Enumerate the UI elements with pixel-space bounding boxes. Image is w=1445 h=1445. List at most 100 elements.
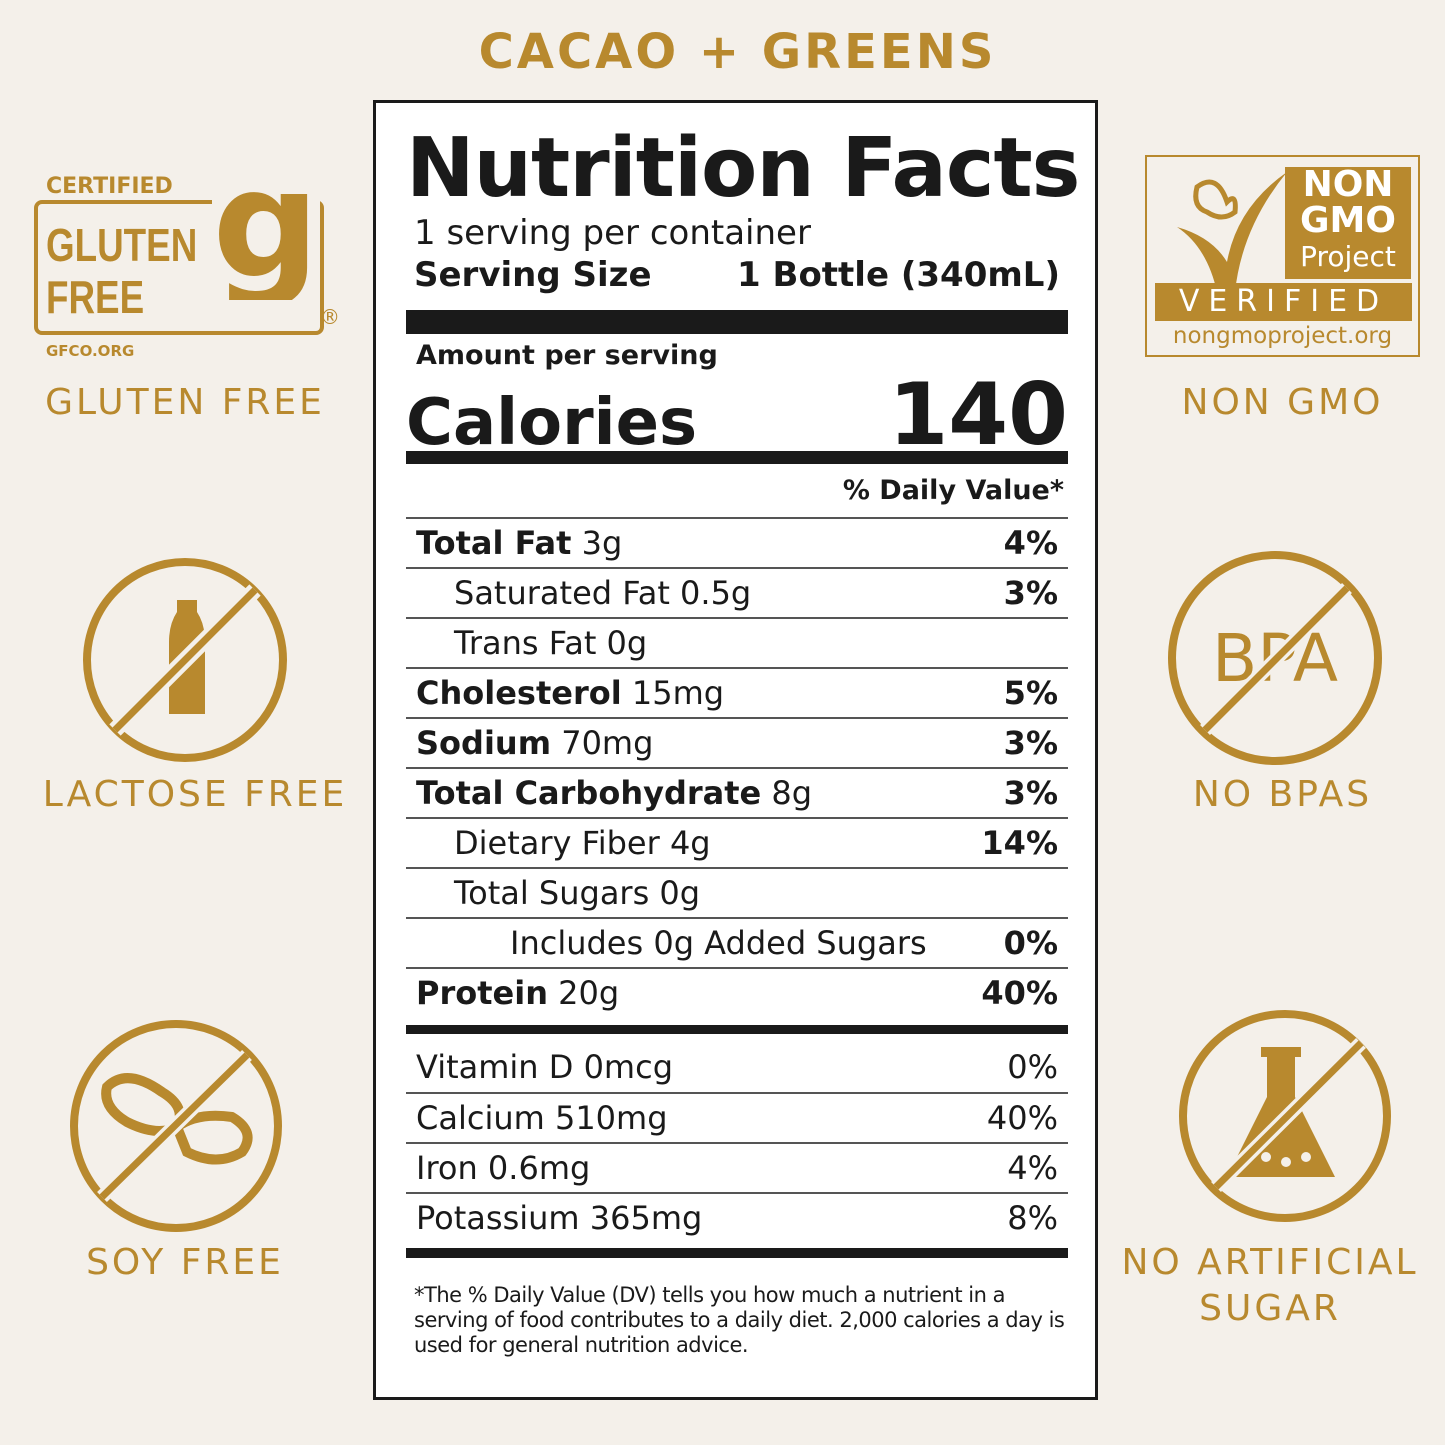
g-icon: g: [212, 160, 320, 300]
divider-thick: [406, 310, 1068, 334]
vitamin-name: Potassium 365mg: [416, 1199, 703, 1237]
nutrient-daily-value: 3%: [1003, 724, 1058, 762]
logo-text: GLUTEN: [46, 219, 198, 271]
logo-text: nongmoproject.org: [1172, 323, 1393, 349]
vitamin-name: Calcium 510mg: [416, 1099, 668, 1137]
nutrient-name: Sodium 70mg: [416, 724, 653, 762]
nutrient-name: Includes 0g Added Sugars: [416, 924, 927, 962]
nutrient-name: Total Fat 3g: [416, 524, 622, 562]
logo-text: Project: [1300, 240, 1396, 273]
nutrient-row: Total Sugars 0g: [406, 867, 1068, 917]
logo-text: FREE: [46, 271, 145, 323]
nutrient-amount: 8g: [771, 774, 813, 812]
vitamin-row: Calcium 510mg 40%: [406, 1092, 1068, 1142]
vitamin-name: Iron 0.6mg: [416, 1149, 591, 1187]
nutrient-daily-value: 5%: [1003, 674, 1058, 712]
vitamin-daily-value: 8%: [1007, 1199, 1058, 1237]
serving-size-label: Serving Size: [414, 255, 652, 295]
nutrient-row: Total Fat 3g 4%: [406, 517, 1068, 567]
no-artificial-sugar-flask-icon: [1179, 1010, 1391, 1222]
amount-per-serving: Amount per serving: [416, 340, 718, 371]
daily-value-header: % Daily Value*: [842, 475, 1064, 506]
calories-row: Calories 140: [406, 365, 1068, 465]
logo-text: VERIFIED: [1155, 283, 1412, 321]
nutrient-row: Cholesterol 15mg 5%: [406, 667, 1068, 717]
vitamin-daily-value: 4%: [1007, 1149, 1058, 1187]
vitamin-row: Vitamin D 0mcg 0%: [406, 1042, 1068, 1092]
divider-medium: [406, 451, 1068, 464]
non-gmo-logo: NON GMO Project VERIFIED nongmoproject.o…: [1145, 155, 1420, 357]
non-gmo-label: NON GMO: [1181, 382, 1384, 423]
nutrient-label: Trans Fat 0g: [454, 624, 648, 662]
nutrition-facts-label: Nutrition Facts 1 serving per container …: [373, 100, 1098, 1400]
gluten-free-logo: CERTIFIED GLUTEN FREE g ® GFCO.ORG: [30, 160, 340, 360]
soy-free-label: SOY FREE: [86, 1242, 284, 1283]
label-line: SUGAR: [1199, 1288, 1341, 1329]
nutrient-row: Sodium 70mg 3%: [406, 717, 1068, 767]
serving-size-value: 1 Bottle (340mL): [737, 255, 1060, 295]
nutrient-name: Trans Fat 0g: [416, 624, 647, 662]
logo-text: CERTIFIED: [46, 174, 173, 199]
nutrient-label: Cholesterol: [416, 674, 622, 712]
non-gmo-box: NON GMO Project: [1285, 167, 1411, 279]
no-dairy-bottle-icon: [83, 558, 287, 762]
logo-text: GMO: [1300, 200, 1396, 241]
nutrient-row: Protein 20g 40%: [406, 967, 1068, 1017]
nutrient-row: Total Carbohydrate 8g 3%: [406, 767, 1068, 817]
no-artificial-sugar-label: NO ARTIFICIAL SUGAR: [1115, 1240, 1425, 1332]
vitamin-row: Potassium 365mg 8%: [406, 1192, 1068, 1242]
nutrient-label: Saturated Fat 0.5g: [454, 574, 752, 612]
nutrient-name: Dietary Fiber 4g: [416, 824, 711, 862]
no-soy-bean-icon: [70, 1020, 282, 1232]
nutrient-row: Dietary Fiber 4g 14%: [406, 817, 1068, 867]
vitamin-daily-value: 0%: [1007, 1048, 1058, 1086]
nutrient-name: Saturated Fat 0.5g: [416, 574, 751, 612]
lactose-free-label: LACTOSE FREE: [42, 774, 348, 815]
nutrient-daily-value: 4%: [1003, 524, 1058, 562]
logo-frame: [34, 200, 324, 335]
butterfly-sprout-icon: [1177, 172, 1287, 292]
nutrient-name: Total Sugars 0g: [416, 874, 700, 912]
nutrient-label: Protein: [416, 974, 548, 1012]
nutrition-facts-heading: Nutrition Facts: [406, 121, 1080, 216]
vitamin-name: Vitamin D 0mcg: [416, 1048, 673, 1086]
nutrient-daily-value: 3%: [1003, 774, 1058, 812]
nutrient-amount: 70mg: [561, 724, 654, 762]
registered-icon: ®: [320, 305, 340, 329]
nutrient-daily-value: 0%: [1003, 924, 1058, 962]
nutrient-name: Total Carbohydrate 8g: [416, 774, 812, 812]
nutrient-daily-value: 3%: [1003, 574, 1058, 612]
vitamin-daily-value: 40%: [986, 1099, 1058, 1137]
no-bpas-label: NO BPAS: [1192, 774, 1373, 815]
serving-size: Serving Size 1 Bottle (340mL): [406, 255, 1068, 295]
gluten-free-label: GLUTEN FREE: [45, 382, 325, 423]
logo-text: NON: [1302, 164, 1394, 205]
nutrient-label: Total Sugars 0g: [454, 874, 701, 912]
logo-text: GFCO.ORG: [46, 342, 135, 360]
nutrient-label: Includes 0g Added Sugars: [510, 924, 927, 962]
calories-value: 140: [888, 365, 1068, 465]
nutrient-label: Dietary Fiber 4g: [454, 824, 711, 862]
nutrient-amount: 3g: [581, 524, 623, 562]
nutrient-amount: 15mg: [631, 674, 725, 712]
divider-medium: [406, 1248, 1068, 1258]
nutrient-row: Saturated Fat 0.5g 3%: [406, 567, 1068, 617]
nutrient-row: Trans Fat 0g: [406, 617, 1068, 667]
nutrient-daily-value: 14%: [981, 824, 1058, 862]
divider-medium: [406, 1025, 1068, 1034]
nutrient-label: Total Carbohydrate: [416, 774, 762, 812]
nutrient-daily-value: 40%: [981, 974, 1058, 1012]
servings-per-container: 1 serving per container: [414, 213, 811, 253]
nutrient-amount: 20g: [558, 974, 620, 1012]
no-bpa-icon: BPA: [1168, 551, 1382, 765]
nutrient-name: Protein 20g: [416, 974, 619, 1012]
calories-label: Calories: [406, 386, 698, 460]
nutrient-name: Cholesterol 15mg: [416, 674, 724, 712]
product-title: CACAO + GREENS: [478, 24, 997, 80]
footnote: *The % Daily Value (DV) tells you how mu…: [414, 1283, 1065, 1357]
nutrient-label: Total Fat: [416, 524, 572, 562]
label-line: NO ARTIFICIAL: [1121, 1242, 1419, 1283]
nutrient-label: Sodium: [416, 724, 552, 762]
vitamin-row: Iron 0.6mg 4%: [406, 1142, 1068, 1192]
nutrient-row: Includes 0g Added Sugars 0%: [406, 917, 1068, 967]
